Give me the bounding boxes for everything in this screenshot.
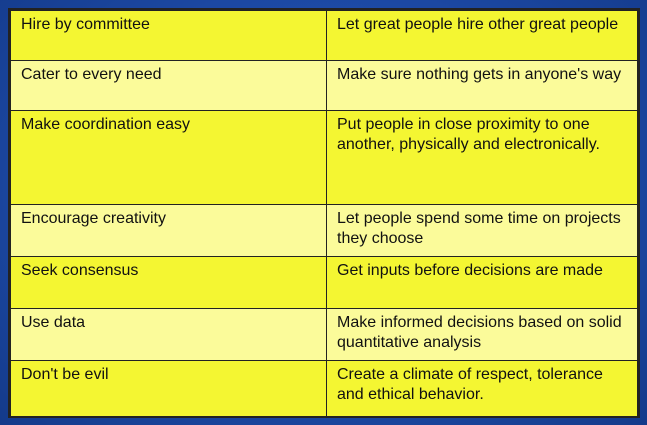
description-cell: Make sure nothing gets in anyone's way [326, 60, 638, 111]
principle-cell: Seek consensus [10, 256, 327, 309]
principle-cell: Make coordination easy [10, 110, 327, 205]
principle-cell: Cater to every need [10, 60, 327, 111]
description-cell: Put people in close proximity to one ano… [326, 110, 638, 205]
description-cell: Let people spend some time on projects t… [326, 204, 638, 257]
table-row: Seek consensus Get inputs before decisio… [10, 256, 638, 309]
table-row: Don't be evil Create a climate of respec… [10, 360, 638, 417]
principle-cell: Encourage creativity [10, 204, 327, 257]
principle-cell: Don't be evil [10, 360, 327, 417]
table-row: Hire by committee Let great people hire … [10, 10, 638, 61]
table-row: Make coordination easy Put people in clo… [10, 110, 638, 205]
principle-cell: Use data [10, 308, 327, 361]
description-cell: Make informed decisions based on solid q… [326, 308, 638, 361]
table-row: Cater to every need Make sure nothing ge… [10, 60, 638, 111]
principle-cell: Hire by committee [10, 10, 327, 61]
table-row: Use data Make informed decisions based o… [10, 308, 638, 361]
principles-table: Hire by committee Let great people hire … [10, 10, 638, 417]
description-cell: Create a climate of respect, tolerance a… [326, 360, 638, 417]
table-row: Encourage creativity Let people spend so… [10, 204, 638, 257]
principles-table-container: Hire by committee Let great people hire … [8, 8, 640, 418]
description-cell: Let great people hire other great people [326, 10, 638, 61]
description-cell: Get inputs before decisions are made [326, 256, 638, 309]
